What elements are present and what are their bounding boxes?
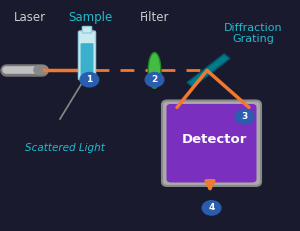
- FancyBboxPatch shape: [78, 31, 95, 80]
- FancyBboxPatch shape: [162, 100, 261, 186]
- Circle shape: [80, 73, 99, 87]
- FancyBboxPatch shape: [80, 43, 94, 78]
- Text: Sample: Sample: [68, 11, 112, 24]
- Text: 2: 2: [152, 75, 158, 84]
- FancyBboxPatch shape: [82, 27, 91, 33]
- Text: Detector: Detector: [182, 133, 247, 146]
- Ellipse shape: [148, 53, 161, 88]
- Text: Scattered Light: Scattered Light: [25, 143, 104, 153]
- Text: Filter: Filter: [140, 11, 169, 24]
- Text: 1: 1: [86, 75, 92, 84]
- Circle shape: [145, 73, 164, 87]
- Circle shape: [202, 201, 221, 215]
- Circle shape: [235, 109, 254, 124]
- Text: Diffraction
Grating: Diffraction Grating: [224, 23, 283, 44]
- Text: 4: 4: [208, 204, 215, 212]
- Text: 3: 3: [242, 112, 248, 121]
- Polygon shape: [187, 54, 230, 87]
- Text: Laser: Laser: [14, 11, 46, 24]
- FancyBboxPatch shape: [167, 104, 256, 182]
